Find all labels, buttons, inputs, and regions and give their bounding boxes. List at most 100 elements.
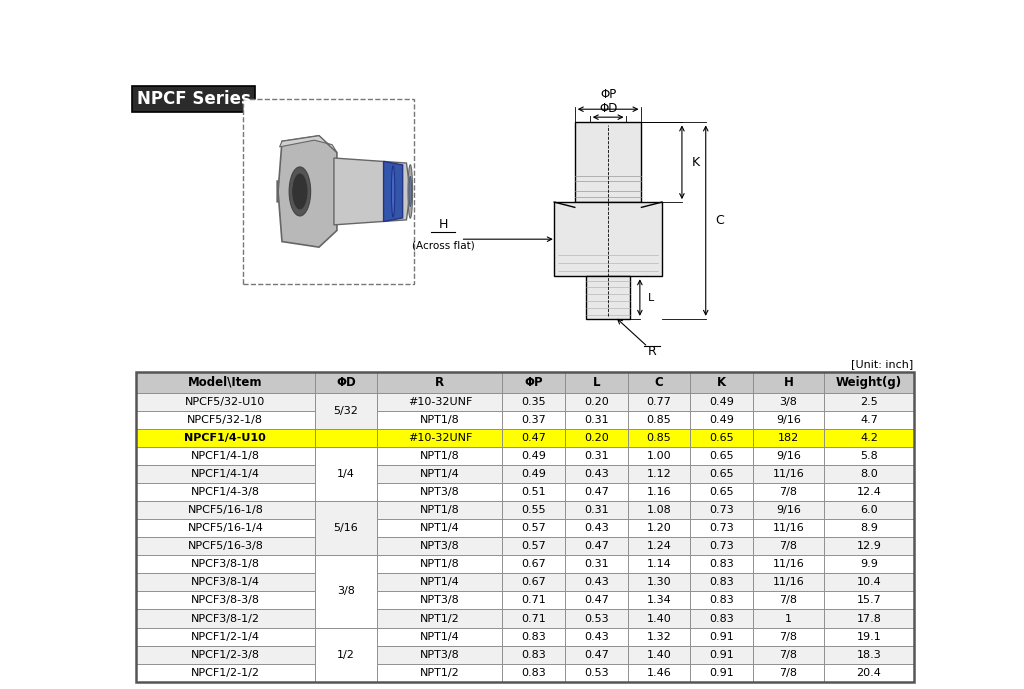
FancyBboxPatch shape [628,610,690,628]
Text: K: K [691,156,699,169]
Text: 1.30: 1.30 [646,577,671,588]
FancyBboxPatch shape [503,591,565,610]
Text: 2.5: 2.5 [860,397,878,407]
Text: NPCF3/8-1/4: NPCF3/8-1/4 [190,577,260,588]
FancyBboxPatch shape [503,447,565,465]
Text: NPCF1/4-3/8: NPCF1/4-3/8 [190,487,260,497]
Text: 0.20: 0.20 [584,397,608,407]
FancyBboxPatch shape [377,520,503,537]
FancyBboxPatch shape [628,664,690,681]
FancyBboxPatch shape [377,628,503,646]
Text: 1/4: 1/4 [337,469,355,480]
FancyBboxPatch shape [314,520,377,537]
Text: 0.51: 0.51 [521,487,546,497]
Text: 1/2: 1/2 [337,650,355,659]
Text: 0.43: 0.43 [584,469,608,480]
Text: 0.49: 0.49 [709,415,734,425]
FancyBboxPatch shape [314,628,377,646]
FancyBboxPatch shape [377,393,503,411]
FancyBboxPatch shape [314,465,377,483]
FancyBboxPatch shape [377,646,503,664]
FancyBboxPatch shape [377,502,503,520]
Text: 7/8: 7/8 [779,487,798,497]
Text: [Unit: inch]: [Unit: inch] [851,359,913,369]
FancyBboxPatch shape [753,537,824,555]
Text: 0.73: 0.73 [709,505,734,515]
Text: 5/32: 5/32 [334,406,358,416]
FancyBboxPatch shape [690,610,753,628]
FancyBboxPatch shape [136,393,314,411]
Text: 1.12: 1.12 [646,469,672,480]
FancyBboxPatch shape [690,447,753,465]
Text: 1.20: 1.20 [646,524,672,533]
Text: 0.47: 0.47 [584,650,608,659]
FancyBboxPatch shape [377,483,503,502]
Text: H: H [438,218,447,232]
Text: 0.43: 0.43 [584,524,608,533]
Text: 0.83: 0.83 [709,613,734,624]
Text: NPT3/8: NPT3/8 [420,595,460,606]
Text: NPT1/4: NPT1/4 [420,469,460,480]
FancyBboxPatch shape [628,573,690,591]
Text: 8.0: 8.0 [860,469,878,480]
FancyBboxPatch shape [132,86,255,112]
Text: 0.43: 0.43 [584,632,608,641]
Text: 7/8: 7/8 [779,542,798,551]
FancyBboxPatch shape [503,646,565,664]
Text: NPCF1/2-3/8: NPCF1/2-3/8 [190,650,260,659]
FancyBboxPatch shape [136,628,314,646]
FancyBboxPatch shape [503,411,565,429]
Text: Weight(g): Weight(g) [836,376,902,389]
Text: 3/8: 3/8 [779,397,798,407]
Text: 0.53: 0.53 [584,668,608,677]
Text: 0.31: 0.31 [584,505,608,515]
Text: 0.83: 0.83 [521,650,546,659]
Text: NPT1/4: NPT1/4 [420,577,460,588]
FancyBboxPatch shape [824,646,913,664]
FancyBboxPatch shape [628,411,690,429]
Text: NPCF1/4-U10: NPCF1/4-U10 [184,433,266,443]
Text: 0.49: 0.49 [521,451,546,461]
FancyBboxPatch shape [554,202,663,276]
FancyBboxPatch shape [753,411,824,429]
FancyBboxPatch shape [503,573,565,591]
Text: 1.46: 1.46 [646,668,672,677]
Text: NPCF5/16-1/8: NPCF5/16-1/8 [187,505,263,515]
Text: 0.20: 0.20 [584,433,608,443]
Text: NPT1/2: NPT1/2 [420,668,460,677]
Ellipse shape [292,173,308,210]
FancyBboxPatch shape [314,372,377,393]
FancyBboxPatch shape [377,573,503,591]
Text: 11/16: 11/16 [773,469,805,480]
Text: 7/8: 7/8 [779,595,798,606]
Text: 15.7: 15.7 [857,595,882,606]
Text: 1.08: 1.08 [646,505,672,515]
Text: NPT1/4: NPT1/4 [420,524,460,533]
Text: NPCF1/2-1/4: NPCF1/2-1/4 [190,632,260,641]
Text: 0.57: 0.57 [521,542,546,551]
FancyBboxPatch shape [314,628,377,681]
Text: C: C [716,214,724,227]
Text: NPCF5/16-3/8: NPCF5/16-3/8 [187,542,263,551]
Text: 0.47: 0.47 [584,595,608,606]
Text: NPCF3/8-1/2: NPCF3/8-1/2 [190,613,260,624]
FancyBboxPatch shape [690,591,753,610]
Text: 182: 182 [778,433,799,443]
FancyBboxPatch shape [377,591,503,610]
FancyBboxPatch shape [690,483,753,502]
Text: 9/16: 9/16 [776,451,801,461]
Text: 8.9: 8.9 [860,524,878,533]
Text: 1.16: 1.16 [646,487,671,497]
FancyBboxPatch shape [136,465,314,483]
Text: 20.4: 20.4 [856,668,882,677]
FancyBboxPatch shape [314,447,377,502]
FancyBboxPatch shape [136,537,314,555]
FancyBboxPatch shape [753,610,824,628]
FancyBboxPatch shape [690,520,753,537]
FancyBboxPatch shape [586,276,631,319]
FancyBboxPatch shape [377,610,503,628]
Text: 11/16: 11/16 [773,559,805,569]
FancyBboxPatch shape [377,372,503,393]
FancyBboxPatch shape [565,447,628,465]
FancyBboxPatch shape [503,393,565,411]
